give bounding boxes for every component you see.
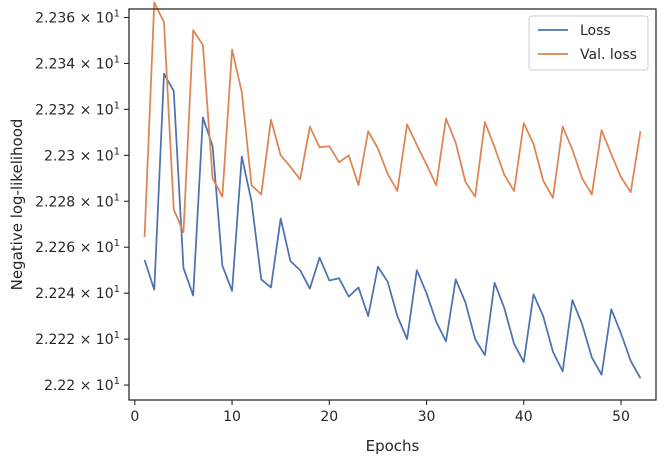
y-axis: 2.22 × 101 2.222 × 101 2.224 × 101 2.226 × …	[35, 9, 129, 394]
x-tick-label: 40	[515, 409, 533, 425]
x-axis-label: Epochs	[366, 437, 420, 455]
y-axis-label: Negative log-likelihood	[8, 119, 26, 291]
y-tick-label: 2.236 × 101	[35, 9, 120, 27]
y-tick-label: 2.23 × 101	[44, 146, 120, 164]
x-tick-label: 50	[612, 409, 630, 425]
y-tick-label: 2.224 × 101	[35, 284, 120, 302]
y-tick-label: 2.234 × 101	[35, 54, 120, 72]
legend: Loss Val. loss	[528, 15, 649, 71]
legend-label-loss: Loss	[580, 23, 611, 39]
x-tick-label: 10	[223, 409, 241, 425]
y-tick-label: 2.228 × 101	[35, 192, 120, 210]
y-tick-label: 2.232 × 101	[35, 100, 120, 118]
y-tick-label: 2.226 × 101	[35, 238, 120, 256]
series-layer	[143, 1, 642, 379]
x-axis: 0 10 20 30 40 50	[130, 400, 630, 425]
x-tick-label: 20	[320, 409, 338, 425]
legend-label-val-loss: Val. loss	[580, 47, 637, 63]
series-line-loss	[143, 72, 642, 379]
plot-frame	[128, 8, 657, 401]
x-tick-label: 0	[130, 409, 139, 425]
y-tick-label: 2.22 × 101	[44, 376, 120, 394]
series-line-val-loss	[143, 1, 642, 237]
y-tick-label: 2.222 × 101	[35, 330, 120, 348]
x-tick-label: 30	[418, 409, 436, 425]
